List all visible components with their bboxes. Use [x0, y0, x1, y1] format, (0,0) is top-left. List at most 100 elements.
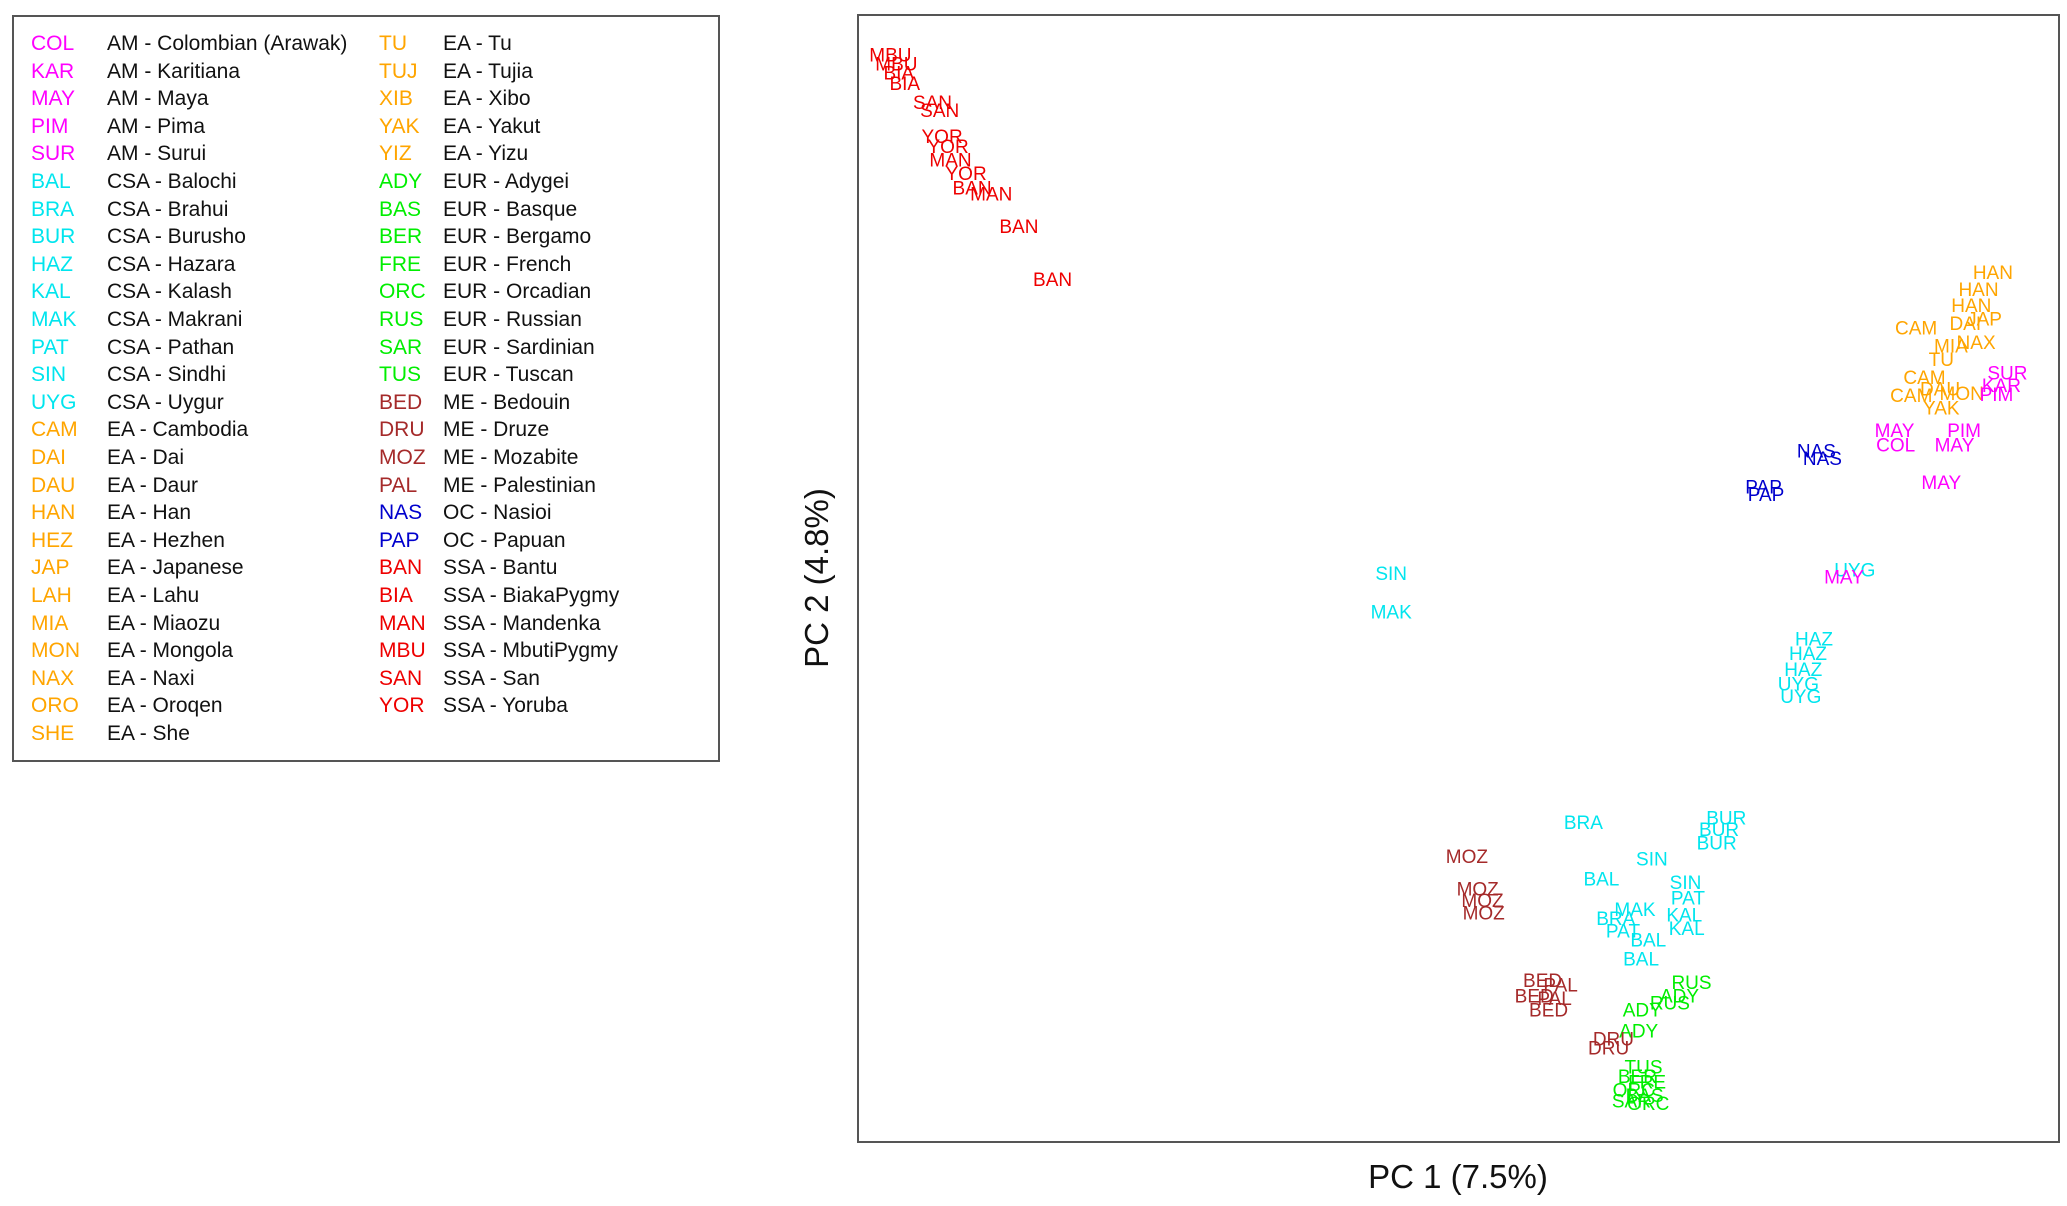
legend-label: AM - Karitiana [107, 59, 241, 83]
legend-code: PAP [379, 528, 420, 552]
legend-label: CSA - Pathan [107, 335, 235, 359]
data-point-label: MOZ [1446, 847, 1489, 868]
data-point-label: HAZ [1795, 630, 1833, 651]
data-point-label: MOZ [1461, 891, 1504, 912]
legend-label: CSA - Brahui [107, 197, 229, 221]
data-point-label: BRA [1596, 909, 1635, 930]
data-point-label: BED [1529, 1000, 1568, 1021]
data-point-label: UYG [1780, 687, 1821, 708]
data-point-label: SAN [913, 93, 952, 114]
data-point-label: MAY [1935, 436, 1975, 457]
legend-code: KAR [31, 59, 75, 83]
legend-code: ORC [379, 280, 426, 304]
legend-label: EUR - Russian [443, 308, 582, 331]
data-point-label: JAP [1967, 309, 2002, 330]
legend-label: EA - Yakut [443, 114, 541, 138]
data-point-label: MBU [869, 46, 911, 67]
legend-label: AM - Colombian (Arawak) [107, 32, 348, 55]
data-point-label: CAM [1903, 368, 1945, 389]
data-point-label: HAN [1958, 280, 1998, 301]
legend-label: CSA - Kalash [107, 280, 232, 304]
data-point-label: BED [1515, 987, 1554, 1008]
plot-area-frame [857, 14, 2060, 1143]
y-axis-title: PC 2 (4.8%) [798, 488, 835, 668]
data-point-label: KAR [1982, 376, 2021, 397]
legend-label: EA - Oroqen [107, 694, 223, 718]
legend-code: BED [379, 390, 423, 414]
legend-code: MAK [31, 308, 77, 331]
data-point-label: MAY [1921, 473, 1961, 494]
legend-code: TUS [379, 363, 421, 387]
data-point-label: BAL [1630, 930, 1666, 951]
data-point-label: PAT [1606, 921, 1641, 942]
legend-label: EA - She [107, 722, 190, 745]
data-point-label: PAP [1748, 485, 1785, 506]
legend-label: EA - Mongola [107, 639, 234, 663]
data-point-label: YAK [1923, 398, 1960, 419]
legend-label: ME - Palestinian [443, 473, 596, 497]
legend-code: BUR [31, 225, 76, 249]
legend-code: BAL [31, 170, 71, 193]
data-point-label: KAL [1666, 906, 1702, 927]
data-point-label: YOR [928, 137, 969, 158]
legend-label: SSA - Mandenka [443, 611, 601, 635]
data-point-label: PIM [1947, 421, 1981, 442]
legend-label: EUR - Sardinian [443, 335, 595, 359]
data-point-label: BIA [883, 64, 914, 85]
data-point-label: SIN [1636, 849, 1668, 870]
legend-label: EUR - Basque [443, 197, 578, 221]
data-point-label: UYG [1778, 675, 1819, 696]
legend-code: COL [31, 32, 75, 55]
data-point-label: UYG [1834, 561, 1875, 582]
data-point-label: SUR [1987, 364, 2027, 385]
data-point-label: MOZ [1457, 880, 1500, 901]
data-point-label: FRE [1628, 1072, 1666, 1093]
data-point-label: MAK [1614, 900, 1656, 921]
data-point-label: MIA [1934, 337, 1968, 358]
legend-label: ME - Mozabite [443, 446, 579, 469]
legend-code: ORO [31, 694, 79, 718]
data-point-label: TU [1929, 350, 1954, 371]
legend-code: DAU [31, 473, 76, 497]
data-point-label: ADY [1660, 987, 1699, 1008]
legend-code: YOR [379, 694, 425, 718]
legend-code: FRE [379, 252, 421, 276]
legend-label: EUR - Tuscan [443, 363, 574, 387]
data-point-label: HAN [1973, 263, 2013, 284]
legend-code: BER [379, 225, 423, 249]
legend-label: EA - Tujia [443, 59, 533, 83]
data-point-label: BAN [953, 179, 992, 200]
legend-label: AM - Maya [107, 87, 209, 111]
data-point-label: HAZ [1789, 644, 1827, 665]
legend-label: CSA - Hazara [107, 252, 236, 276]
data-point-label: RUS [1650, 994, 1690, 1015]
legend: COL AM - Colombian (Arawak) KAR AM - Kariti… [12, 15, 720, 762]
legend-label: SSA - Yoruba [443, 694, 568, 718]
legend-code: RUS [379, 308, 424, 331]
legend-label: AM - Pima [107, 114, 206, 138]
data-point-label: ORC [1627, 1094, 1669, 1115]
legend-label: SSA - BiakaPygmy [443, 584, 620, 607]
legend-code: HAZ [31, 252, 73, 276]
legend-code: SAN [379, 666, 423, 690]
legend-label: EA - Han [107, 501, 192, 525]
data-point-label: MAN [929, 151, 971, 172]
legend-label: EA - Cambodia [107, 418, 249, 442]
legend-code: ADY [379, 170, 423, 193]
data-point-label: MAY [1875, 421, 1915, 442]
legend-label: EA - Hezhen [107, 528, 225, 552]
legend-code: YAK [379, 114, 420, 138]
legend-code: BAS [379, 197, 422, 221]
legend-label: EUR - Bergamo [443, 225, 592, 249]
data-point-label: BAN [1033, 270, 1072, 291]
legend-code: TU [379, 32, 407, 55]
data-point-label: COL [1876, 436, 1915, 457]
legend-code: MOZ [379, 446, 426, 469]
data-point-label: BAN [999, 217, 1038, 238]
data-point-label: BUR [1706, 809, 1746, 830]
data-point-label: DRU [1588, 1039, 1629, 1060]
data-point-label: SIN [1375, 564, 1407, 585]
data-point-label: MON [1940, 384, 1984, 405]
data-point-label: SAR [1612, 1092, 1651, 1113]
